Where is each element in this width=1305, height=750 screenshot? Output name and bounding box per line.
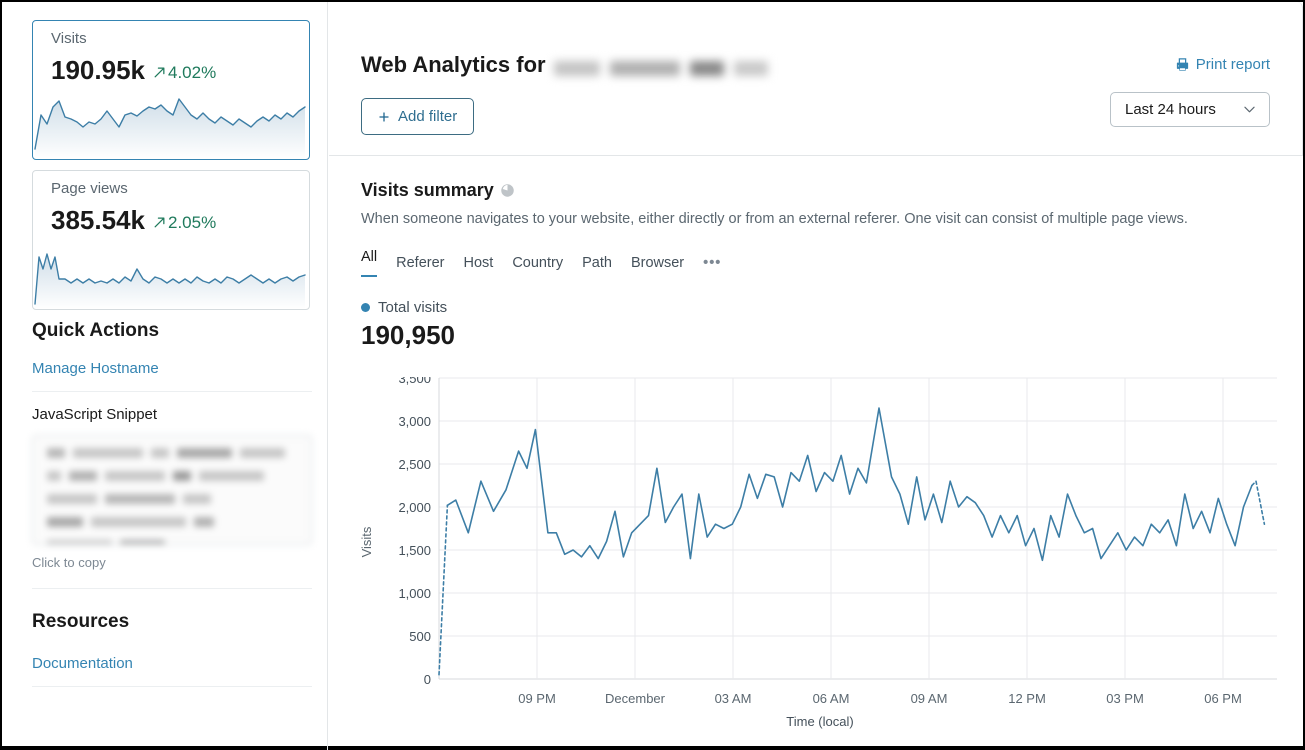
svg-text:Visits: Visits xyxy=(361,526,374,557)
svg-text:1,500: 1,500 xyxy=(398,543,431,558)
svg-text:500: 500 xyxy=(409,629,431,644)
svg-text:2,000: 2,000 xyxy=(398,500,431,515)
svg-text:3,500: 3,500 xyxy=(398,377,431,386)
svg-text:2,500: 2,500 xyxy=(398,457,431,472)
svg-text:1,000: 1,000 xyxy=(398,586,431,601)
svg-text:0: 0 xyxy=(424,672,431,687)
svg-text:3,000: 3,000 xyxy=(398,414,431,429)
